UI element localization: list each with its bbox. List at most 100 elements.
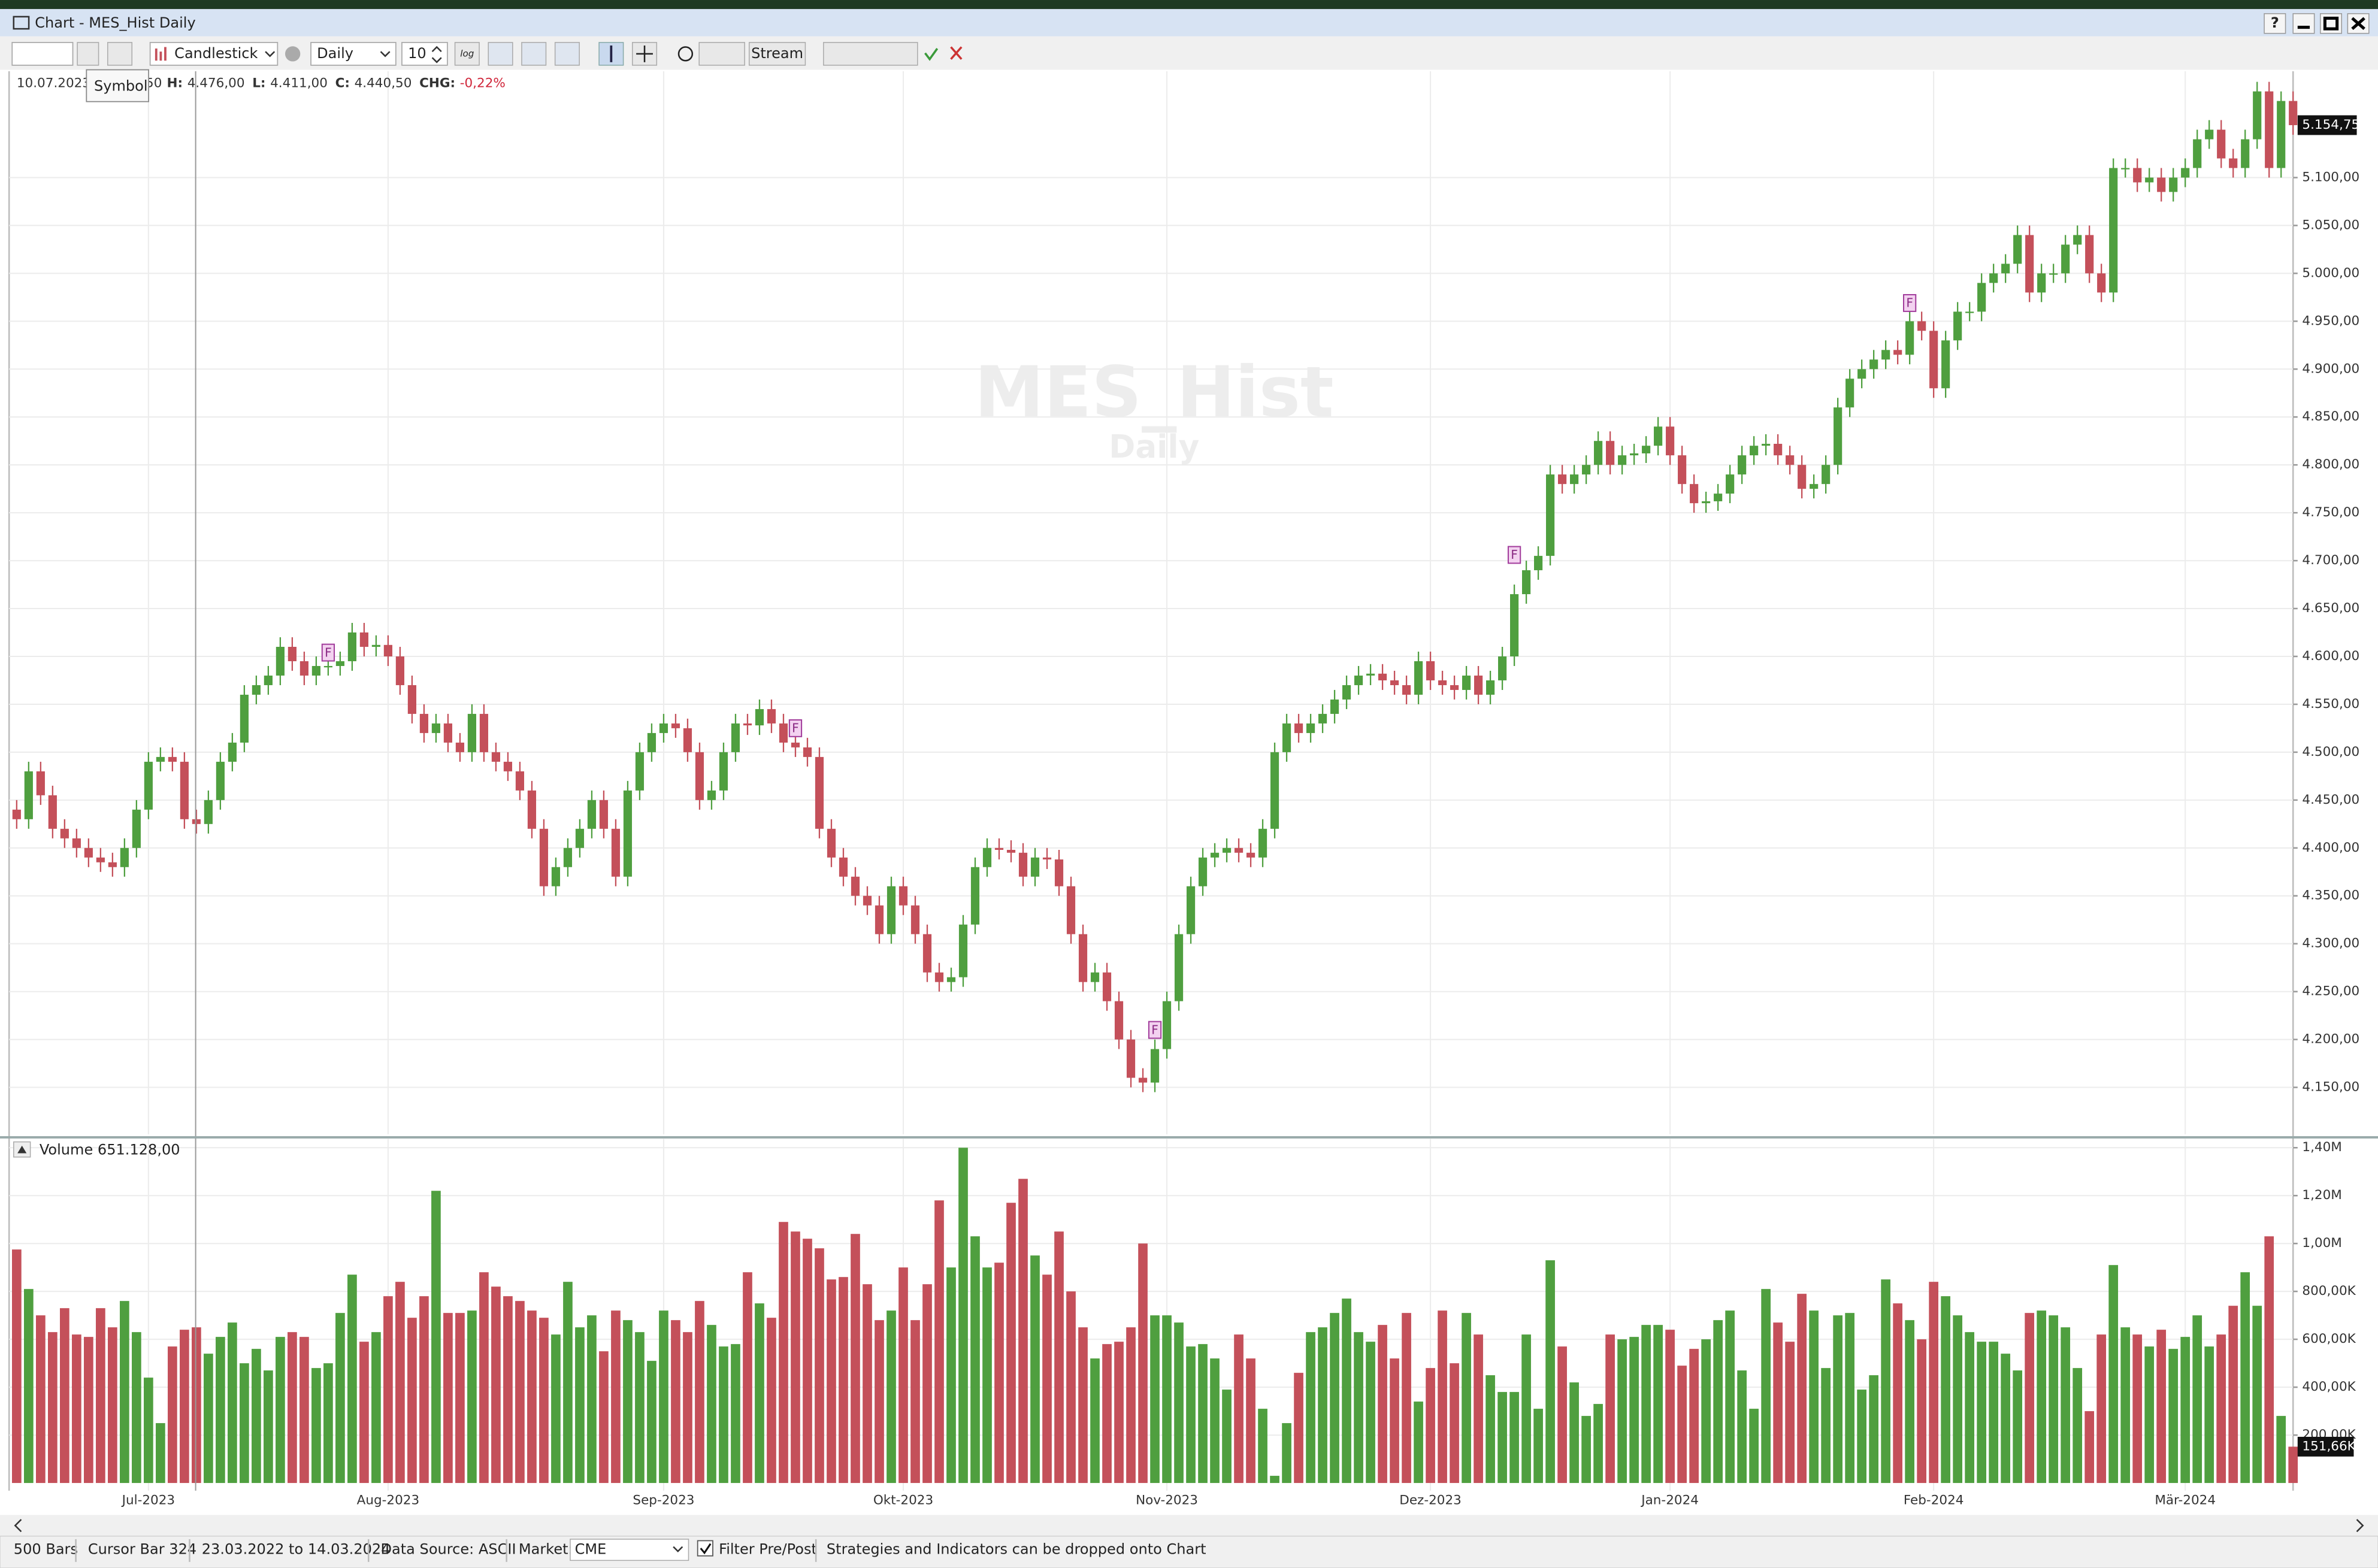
x-tick-label: Nov-2023 — [1136, 1493, 1198, 1508]
candle-body — [515, 771, 525, 791]
candle-body — [1726, 474, 1735, 494]
candle-body — [1497, 656, 1507, 680]
candle-body — [12, 809, 21, 819]
volume-bar — [719, 1346, 728, 1484]
event-marker — [1903, 294, 1917, 312]
volume-bar — [2084, 1411, 2095, 1484]
volume-bar — [1581, 1416, 1591, 1484]
candle-body — [1510, 594, 1519, 656]
interval-dropdown[interactable] — [310, 42, 397, 66]
candle-body — [659, 723, 668, 733]
market-dropdown[interactable] — [570, 1539, 689, 1561]
candle-body — [827, 828, 836, 858]
candle-body — [1989, 273, 1998, 283]
symbol-input[interactable] — [11, 42, 74, 66]
scroll-right[interactable] — [2356, 1519, 2364, 1533]
volume-bar — [2156, 1330, 2167, 1484]
candle-body — [1582, 465, 1591, 475]
filter-checkbox[interactable] — [697, 1540, 713, 1557]
settings-button[interactable] — [285, 46, 301, 62]
y-tick-label: 4.150,00 — [2302, 1080, 2359, 1095]
dropdown-arrow — [380, 51, 391, 57]
volume-bar — [323, 1363, 333, 1484]
help-button[interactable] — [2264, 13, 2286, 34]
y-tick-label: 4.950,00 — [2302, 313, 2359, 328]
volume-bar — [946, 1267, 956, 1484]
volume-bar — [1881, 1279, 1890, 1484]
dropdown-arrow — [673, 1546, 683, 1552]
chart-style-dropdown[interactable] — [149, 42, 279, 66]
volume-bar — [216, 1337, 225, 1484]
refresh-button[interactable] — [77, 42, 99, 66]
volume-bar — [347, 1275, 357, 1484]
candle-body — [24, 771, 33, 819]
volume-bar — [1426, 1368, 1435, 1484]
cancel-button[interactable] — [950, 46, 963, 60]
volume-bar — [72, 1334, 81, 1484]
tool-button[interactable] — [488, 42, 513, 66]
volume-bar — [1294, 1373, 1303, 1484]
volume-bar — [970, 1236, 980, 1484]
candle-body — [1006, 849, 1016, 853]
market-value: CME — [575, 1541, 607, 1558]
filter-label: Filter Pre/Post — [719, 1541, 817, 1558]
volume-bar — [1929, 1282, 1939, 1484]
volume-bar — [2252, 1306, 2262, 1484]
tool-button[interactable] — [521, 42, 547, 66]
candle-body — [1318, 713, 1327, 724]
volume-bar — [132, 1332, 141, 1484]
volume-bar — [1102, 1344, 1112, 1484]
volume-bar — [479, 1272, 489, 1484]
volume-bar — [1761, 1289, 1771, 1484]
link-button[interactable] — [107, 42, 133, 66]
candle-body — [120, 847, 129, 867]
candle-body — [1066, 886, 1076, 934]
volume-bar — [2240, 1272, 2250, 1484]
minimize-button[interactable] — [2292, 13, 2315, 34]
volume-bar — [2025, 1313, 2035, 1484]
log-label: log — [460, 48, 474, 59]
apply-button[interactable] — [924, 48, 939, 61]
volume-bar — [359, 1342, 369, 1484]
event-marker — [321, 643, 335, 662]
candle-body — [1390, 680, 1399, 685]
event-marker-label: F — [1511, 547, 1518, 562]
volume-bar — [2096, 1334, 2107, 1484]
stream-button[interactable] — [748, 42, 806, 66]
candle-body — [2037, 273, 2046, 293]
candle-body — [1786, 455, 1795, 465]
volume-bar — [551, 1334, 561, 1484]
check-mark — [700, 1543, 712, 1555]
candle-body — [2205, 129, 2214, 140]
candle-body — [2193, 139, 2202, 168]
volume-bar — [1342, 1298, 1351, 1484]
y-tick-label: 4.850,00 — [2302, 409, 2359, 424]
candle-body — [1666, 426, 1675, 456]
candle-body — [1905, 321, 1914, 355]
volume-bar — [383, 1296, 393, 1484]
candle-body — [144, 761, 153, 810]
volume-bar — [659, 1310, 668, 1484]
volume-bar — [168, 1346, 177, 1484]
bar-count-spinner[interactable] — [401, 42, 448, 66]
strategy-dropdown[interactable] — [823, 42, 918, 66]
tooltip — [86, 69, 150, 102]
volume-bar — [1497, 1392, 1507, 1484]
volume-bar — [958, 1148, 968, 1484]
scrollbar[interactable] — [0, 1515, 2378, 1536]
color-button[interactable] — [698, 42, 745, 66]
info-label: CHG: — [419, 75, 455, 90]
candle-body — [2253, 91, 2262, 140]
volume-bar — [371, 1332, 381, 1484]
candle-body — [2025, 235, 2034, 293]
candle-body — [910, 905, 920, 934]
log-button[interactable] — [454, 42, 480, 66]
record-button[interactable] — [677, 46, 694, 62]
candle-body — [970, 867, 980, 925]
candle-body — [1917, 321, 1926, 331]
candle-body — [875, 905, 884, 934]
tool-button[interactable] — [554, 42, 580, 66]
volume-bar — [276, 1337, 285, 1484]
volume-bar — [1198, 1344, 1208, 1484]
scroll-left[interactable] — [14, 1519, 22, 1533]
